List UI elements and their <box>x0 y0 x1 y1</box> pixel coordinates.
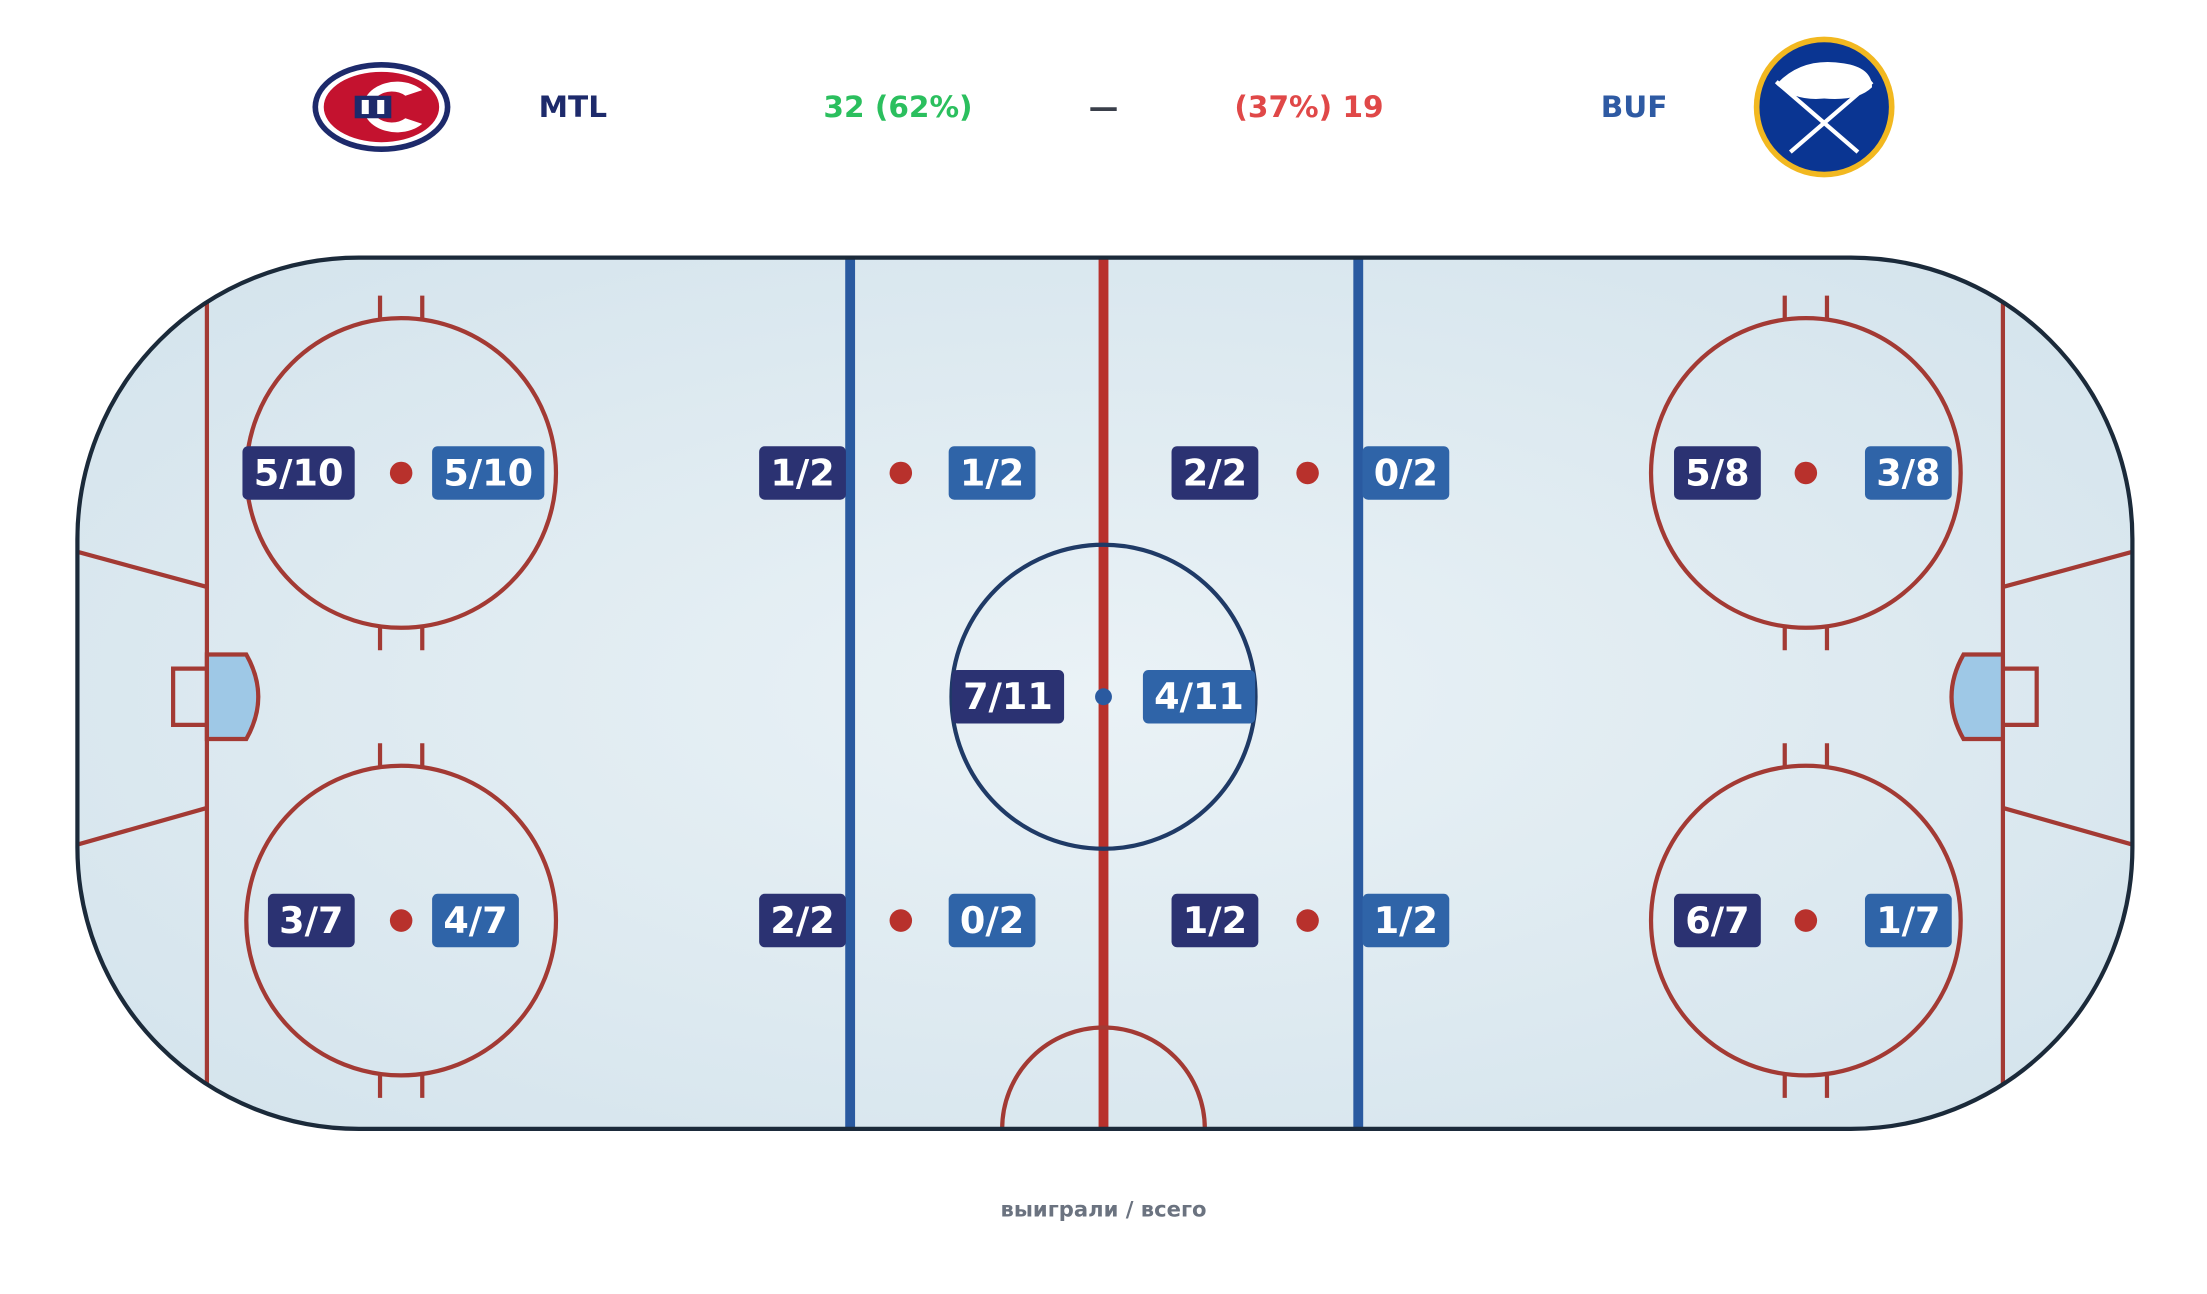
faceoff-dot <box>1095 688 1112 706</box>
faceoff-label: 5/8 <box>1674 446 1761 500</box>
label-box <box>759 893 846 948</box>
faceoff-count: 1/2 <box>1374 899 1438 942</box>
label-box <box>759 446 846 500</box>
faceoff-label: 6/7 <box>1674 893 1761 948</box>
faceoff-count: 3/7 <box>279 899 343 942</box>
label-box <box>951 670 1065 724</box>
faceoff-label: 1/2 <box>948 446 1036 500</box>
label-box <box>242 446 355 500</box>
label-box <box>948 893 1036 948</box>
faceoff-label: 4/11 <box>1142 670 1256 724</box>
faceoff-count: 4/11 <box>1154 675 1244 718</box>
faceoff-count: 0/2 <box>1374 451 1438 494</box>
label-box <box>1142 670 1256 724</box>
buf-logo <box>1753 36 1895 178</box>
faceoff-count: 2/2 <box>1183 451 1247 494</box>
away-team: BUF <box>1601 90 1668 124</box>
faceoff-dot <box>889 909 913 932</box>
faceoff-count: 2/2 <box>770 899 834 942</box>
faceoff-label: 0/2 <box>1362 446 1450 500</box>
label-box <box>1171 446 1259 500</box>
faceoff-count: 1/7 <box>1876 899 1940 942</box>
faceoff-count: 1/2 <box>770 451 834 494</box>
faceoff-label: 7/11 <box>951 670 1065 724</box>
footer-note: выиграли / всего <box>1000 1197 1206 1222</box>
faceoff-label: 2/2 <box>1171 446 1259 500</box>
label-box <box>432 446 545 500</box>
faceoff-dot <box>389 909 413 932</box>
faceoff-count: 5/10 <box>443 451 533 494</box>
label-box <box>1674 893 1761 948</box>
label-box <box>1864 446 1952 500</box>
faceoff-count: 1/2 <box>960 451 1024 494</box>
home-score: 32 (62%) <box>823 90 972 124</box>
faceoff-label: 3/8 <box>1864 446 1952 500</box>
faceoff-count: 1/2 <box>1183 899 1247 942</box>
faceoff-dot <box>1296 909 1319 932</box>
faceoff-dot <box>1794 461 1818 485</box>
label-box <box>432 893 519 948</box>
faceoff-dot <box>889 461 913 485</box>
label-box <box>1171 893 1259 948</box>
faceoff-count: 4/7 <box>443 899 507 942</box>
faceoff-count: 5/8 <box>1685 451 1749 494</box>
faceoff-label: 5/10 <box>432 446 545 500</box>
label-box <box>1362 446 1450 500</box>
faceoff-dot <box>1794 909 1818 932</box>
faceoff-label: 1/2 <box>759 446 846 500</box>
mtl-logo <box>312 61 451 153</box>
label-box <box>267 893 355 948</box>
rink <box>75 255 2135 1131</box>
faceoff-label: 0/2 <box>948 893 1036 948</box>
label-box <box>1864 893 1952 948</box>
faceoff-label: 1/7 <box>1864 893 1952 948</box>
faceoff-count: 5/10 <box>254 451 344 494</box>
faceoff-label: 3/7 <box>267 893 355 948</box>
faceoff-dot <box>1296 461 1319 485</box>
faceoff-label: 1/2 <box>1171 893 1259 948</box>
faceoff-count: 6/7 <box>1685 899 1749 942</box>
faceoff-label: 5/10 <box>242 446 355 500</box>
faceoff-dot <box>389 461 413 485</box>
faceoff-count: 0/2 <box>960 899 1024 942</box>
label-box <box>1362 893 1450 948</box>
faceoff-label: 2/2 <box>759 893 846 948</box>
separator: — <box>1089 90 1119 124</box>
away-score: (37%) 19 <box>1234 90 1383 124</box>
label-box <box>948 446 1036 500</box>
faceoff-label: 1/2 <box>1362 893 1450 948</box>
label-box <box>1674 446 1761 500</box>
faceoff-label: 4/7 <box>432 893 519 948</box>
faceoff-count: 3/8 <box>1876 451 1940 494</box>
home-team: MTL <box>539 90 608 124</box>
faceoff-count: 7/11 <box>963 675 1053 718</box>
